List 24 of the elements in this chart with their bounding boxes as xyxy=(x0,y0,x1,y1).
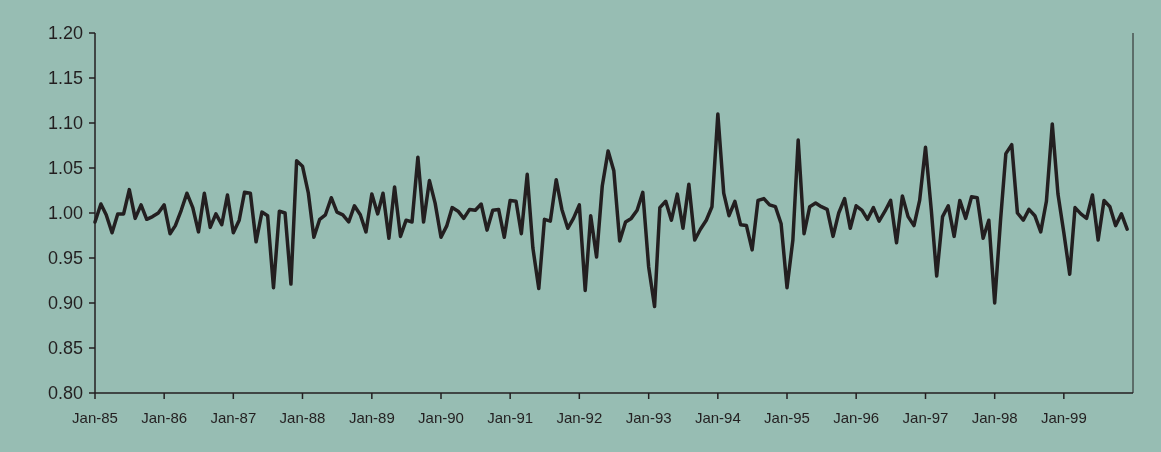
y-tick-label: 1.20 xyxy=(47,23,83,44)
x-tick-label: Jan-86 xyxy=(141,409,188,426)
x-tick-label: Jan-89 xyxy=(348,409,395,426)
x-tick-label: Jan-85 xyxy=(72,409,118,426)
y-tick-label: 1.05 xyxy=(47,158,83,179)
y-tick-label: 1.10 xyxy=(47,113,83,134)
y-tick-label: 0.80 xyxy=(47,383,83,404)
y-tick-label: 0.90 xyxy=(47,293,83,314)
x-tick-label: Jan-95 xyxy=(764,409,810,426)
y-tick-label: 1.15 xyxy=(47,68,83,89)
y-tick-label: 1.00 xyxy=(47,203,83,224)
x-tick-label: Jan-96 xyxy=(833,409,880,426)
x-tick-label: Jan-93 xyxy=(625,409,672,426)
x-tick-label: Jan-98 xyxy=(971,409,1018,426)
x-tick-label: Jan-88 xyxy=(279,409,326,426)
x-tick-label: Jan-94 xyxy=(694,409,741,426)
x-tick-label: Jan-87 xyxy=(210,409,257,426)
x-tick-label: Jan-99 xyxy=(1040,409,1087,426)
y-tick-label: 0.95 xyxy=(47,248,83,269)
x-tick-label: Jan-97 xyxy=(902,409,949,426)
x-tick-label: Jan-90 xyxy=(418,409,464,426)
x-tick-label: Jan-91 xyxy=(487,409,534,426)
x-tick-label: Jan-92 xyxy=(556,409,603,426)
y-tick-label: 0.85 xyxy=(47,338,83,359)
